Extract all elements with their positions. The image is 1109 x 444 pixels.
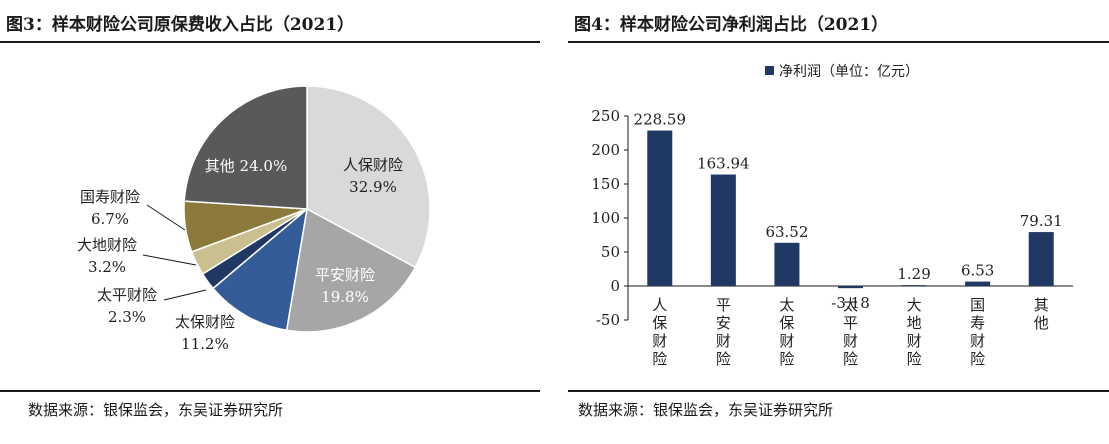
pie-slice-7 — [183, 85, 308, 210]
top-rule — [0, 41, 540, 43]
x-category-label-3: 太保财险 — [779, 296, 794, 368]
pie-label-name-5: 大地财险 — [77, 236, 137, 254]
bar-6 — [965, 281, 991, 286]
bottom-rule — [568, 390, 1109, 392]
bottom-rule — [0, 390, 540, 392]
bar-3 — [774, 242, 800, 286]
legend-swatch — [765, 66, 774, 75]
bar-value-label-2: 163.94 — [697, 155, 750, 173]
y-tick-label-6: 200 — [591, 141, 620, 159]
pie-label-value-3: 11.2% — [181, 335, 229, 353]
y-tick-label-2: 0 — [610, 277, 620, 295]
bar-4 — [838, 286, 863, 289]
pie-slice-2 — [285, 207, 417, 333]
bar-source-note: 数据来源：银保监会，东吴证券研究所 — [578, 401, 834, 419]
pie-chart: 人保财险 32.9% 平安财险 19.8% 太保财险 11.2% 太平财险 2.3% 大地财险 3… — [77, 85, 431, 353]
y-tick-label-5: 150 — [591, 175, 620, 193]
pie-label-name-4: 太平财险 — [97, 286, 157, 304]
legend-label: 净利润（单位：亿元） — [779, 64, 919, 80]
y-tick-label-1: -50 — [596, 311, 620, 329]
y-tick-label-4: 100 — [591, 209, 620, 227]
bar-value-label-3: 63.52 — [765, 223, 808, 241]
x-category-label-5: 大地财险 — [907, 296, 922, 368]
bar-figure-title: 图4：样本财险公司净利润占比（2021） — [574, 15, 889, 35]
bar-value-label-6: 6.53 — [961, 262, 994, 280]
pie-label-name-2: 平安财险 — [315, 266, 375, 284]
pie-figure-title: 图3：样本财险公司原保费收入占比（2021） — [6, 15, 355, 35]
pie-slice-1 — [306, 85, 431, 269]
bar-7 — [1028, 232, 1054, 286]
bar-value-label-4: -3.18 — [831, 294, 869, 312]
pie-label-name-6: 国寿财险 — [80, 188, 140, 206]
y-tick-label-3: 50 — [601, 243, 620, 261]
x-category-label-6: 国寿财险 — [970, 296, 985, 368]
bar-2 — [710, 174, 736, 286]
y-tick-label-7: 250 — [591, 107, 620, 125]
pie-figure-panel: 图3：样本财险公司原保费收入占比（2021） 人保财险 32.9% 平安财险 19.8… — [0, 0, 540, 444]
bar-value-label-7: 79.31 — [1020, 212, 1063, 230]
bar-5 — [901, 285, 927, 287]
bar-1 — [647, 130, 673, 286]
x-category-label-2: 平安财险 — [716, 296, 731, 368]
pie-leader-line-4 — [163, 289, 207, 301]
pie-label-value-6: 6.7% — [91, 210, 129, 228]
pie-label-value-4: 2.3% — [108, 308, 146, 326]
bar-value-label-5: 1.29 — [897, 265, 930, 283]
pie-source-note: 数据来源：银保监会，东吴证券研究所 — [28, 401, 284, 419]
x-category-label-7: 其他 — [1034, 296, 1049, 332]
bar-value-label-1: 228.59 — [634, 111, 687, 129]
pie-label-value-2: 19.8% — [321, 288, 369, 306]
bar-chart: 净利润（单位：亿元） -50 0 50 100 150 200 250 228.59 人保财险 16… — [591, 64, 1073, 368]
x-category-label-1: 人保财险 — [652, 296, 667, 368]
pie-label-7: 其他 24.0% — [205, 157, 287, 175]
pie-leader-line-5 — [142, 254, 197, 266]
x-category-label-4: 太平财险 — [843, 296, 858, 368]
bar-figure-panel: 图4：样本财险公司净利润占比（2021） 净利润（单位：亿元） -50 0 50 100… — [568, 0, 1109, 444]
pie-label-name-3: 太保财险 — [175, 313, 235, 331]
pie-slice-3 — [211, 207, 309, 332]
pie-label-value-5: 3.2% — [88, 258, 126, 276]
pie-label-value-1: 32.9% — [349, 178, 397, 196]
top-rule — [568, 41, 1109, 43]
pie-leader-line-6 — [146, 204, 186, 231]
pie-label-name-1: 人保财险 — [343, 156, 403, 174]
